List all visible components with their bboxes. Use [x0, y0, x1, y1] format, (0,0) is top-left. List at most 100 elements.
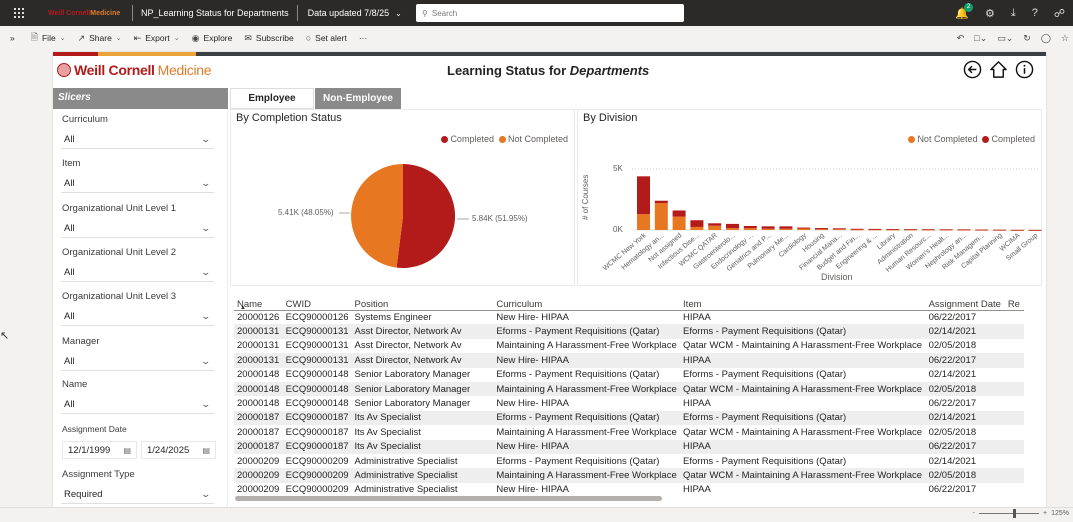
table-row[interactable]: 20000209 ECQ90000209 Administrative Specia… — [234, 468, 1024, 483]
tab-employee[interactable]: Employee — [230, 88, 314, 109]
set-alert-button[interactable]: ○ Set alert — [305, 33, 347, 43]
more-options-button[interactable]: ··· — [358, 33, 368, 43]
pie-slice-not-completed[interactable] — [351, 164, 403, 268]
zoom-slider-thumb[interactable] — [1013, 509, 1016, 518]
bar-not-completed[interactable] — [761, 228, 775, 230]
bar-completed[interactable] — [886, 229, 900, 230]
gear-icon[interactable]: ⚙ — [984, 7, 995, 20]
bar-completed[interactable] — [797, 227, 811, 229]
calendar-icon[interactable]: ▤ — [202, 445, 210, 455]
bar-completed[interactable] — [850, 228, 864, 230]
bar-not-completed[interactable] — [779, 228, 793, 230]
bar-completed[interactable] — [743, 225, 757, 229]
bar-not-completed[interactable] — [815, 229, 828, 231]
bar-completed[interactable] — [672, 210, 686, 217]
bar-not-completed[interactable] — [743, 228, 757, 230]
table-row[interactable]: 20000131 ECQ90000131 Asst Director, Networ… — [234, 353, 1024, 368]
column-header[interactable]: Name ▲ — [234, 290, 283, 311]
bookmark-icon[interactable]: □⌄ — [974, 32, 988, 43]
legend-item-not-completed[interactable]: Not Completed — [908, 134, 977, 144]
bar-completed[interactable] — [1010, 229, 1024, 231]
data-updated-dropdown[interactable]: Data updated 7/8/25 ⌄ — [308, 8, 402, 18]
pie-slice-completed[interactable] — [396, 163, 456, 268]
column-header[interactable]: Assignment Date — [925, 290, 1005, 311]
bar-completed[interactable] — [1028, 229, 1042, 231]
zoom-out-button[interactable]: - — [972, 510, 975, 517]
share-menu[interactable]: ↗ Share ⌄ — [77, 32, 122, 44]
tab-non-employee[interactable]: Non-Employee — [315, 88, 401, 109]
file-menu[interactable]: 🗎 File ⌄ — [31, 30, 66, 46]
curriculum-dropdown[interactable]: All ⌄ — [61, 131, 214, 149]
legend-item-completed[interactable]: Completed — [441, 134, 494, 144]
bar-not-completed[interactable] — [832, 229, 846, 231]
bar-completed[interactable] — [637, 176, 650, 215]
bar-completed[interactable] — [726, 223, 739, 229]
org-unit-2-dropdown[interactable]: All ⌄ — [61, 264, 214, 282]
column-header[interactable]: CWID — [282, 290, 352, 311]
bar-completed[interactable] — [993, 229, 1006, 231]
search-input[interactable]: ⚲ Search — [416, 4, 684, 22]
bar-not-completed[interactable] — [672, 216, 686, 230]
explore-button[interactable]: ◉ Explore — [191, 32, 233, 44]
bar-not-completed[interactable] — [868, 229, 882, 231]
manager-dropdown[interactable]: All ⌄ — [61, 353, 214, 371]
table-row[interactable]: 20000131 ECQ90000131 Asst Director, Networ… — [234, 324, 1024, 339]
table-row[interactable]: 20000187 ECQ90000187 Its Av Specialist Efor… — [234, 410, 1024, 426]
bar-not-completed[interactable] — [904, 229, 917, 231]
share-people-icon[interactable]: ☍ — [1053, 7, 1065, 20]
info-button[interactable] — [1014, 59, 1034, 79]
bar-not-completed[interactable] — [850, 229, 864, 231]
column-header[interactable]: Position — [351, 290, 494, 311]
table-row[interactable]: 20000148 ECQ90000148 Senior Laboratory Man… — [234, 396, 1024, 410]
bar-completed[interactable] — [654, 200, 668, 204]
report-name[interactable]: NP_Learning Status for Departments — [141, 8, 289, 18]
brand-logo[interactable]: Weill CornellMedicine — [48, 9, 121, 17]
expand-nav-button[interactable]: » — [10, 33, 15, 43]
table-row[interactable]: 20000126 ECQ90000126 Systems Engineer New H… — [234, 310, 1024, 324]
table-row[interactable]: 20000148 ECQ90000148 Senior Laboratory Man… — [234, 368, 1024, 382]
assignment-date-to[interactable]: 1/24/2025 ▤ — [141, 441, 216, 459]
org-unit-3-dropdown[interactable]: All ⌄ — [61, 308, 214, 326]
notifications-button[interactable]: 🔔 2 — [955, 2, 973, 20]
help-icon[interactable]: ? — [1031, 7, 1038, 19]
bar-completed[interactable] — [761, 226, 775, 229]
by-division-visual[interactable]: By Division Not Completed Completed # of… — [577, 109, 1042, 286]
back-button[interactable] — [962, 59, 982, 79]
bar-completed[interactable] — [975, 229, 989, 231]
bar-not-completed[interactable] — [726, 228, 739, 230]
legend-item-completed[interactable]: Completed — [982, 134, 1035, 144]
bar-not-completed[interactable] — [886, 229, 900, 231]
column-header[interactable]: Re — [1004, 290, 1024, 311]
view-icon[interactable]: ▭⌄ — [997, 32, 1014, 43]
zoom-in-button[interactable]: + — [1043, 510, 1048, 517]
table-row[interactable]: 20000209 ECQ90000209 Administrative Specia… — [234, 454, 1024, 468]
bar-not-completed[interactable] — [654, 203, 668, 230]
comment-icon[interactable]: ◯ — [1040, 32, 1051, 43]
bar-completed[interactable] — [904, 229, 917, 230]
zoom-level[interactable]: 125% — [1051, 510, 1069, 517]
column-header[interactable]: Curriculum — [493, 290, 681, 311]
bar-completed[interactable] — [832, 228, 846, 230]
download-icon[interactable]: ⤓ — [1010, 6, 1016, 19]
completion-status-visual[interactable]: By Completion Status Completed Not Compl… — [230, 109, 575, 286]
calendar-icon[interactable]: ▤ — [123, 445, 131, 455]
table-row[interactable]: 20000187 ECQ90000187 Its Av Specialist Main… — [234, 425, 1024, 439]
bar-completed[interactable] — [708, 223, 722, 226]
bar-completed[interactable] — [815, 228, 828, 230]
bar-completed[interactable] — [779, 226, 793, 229]
refresh-icon[interactable]: ↻ — [1023, 32, 1031, 43]
assignment-date-from[interactable]: 12/1/1999 ▤ — [62, 441, 137, 459]
reset-icon[interactable]: ↶ — [956, 32, 965, 43]
bar-completed[interactable] — [921, 229, 935, 231]
legend-item-not-completed[interactable]: Not Completed — [498, 134, 568, 144]
table-row[interactable]: 20000131 ECQ90000131 Asst Director, Networ… — [234, 339, 1024, 353]
name-dropdown[interactable]: All ⌄ — [61, 396, 214, 414]
favorite-icon[interactable]: ☆ — [1060, 32, 1069, 43]
table-row[interactable]: 20000209 ECQ90000209 Administrative Specia… — [234, 483, 1024, 497]
horizontal-scrollbar[interactable] — [235, 496, 662, 501]
bar-not-completed[interactable] — [690, 226, 704, 230]
bar-not-completed[interactable] — [921, 229, 935, 231]
item-dropdown[interactable]: All ⌄ — [61, 175, 214, 193]
bar-not-completed[interactable] — [637, 214, 650, 230]
home-button[interactable] — [988, 59, 1008, 79]
